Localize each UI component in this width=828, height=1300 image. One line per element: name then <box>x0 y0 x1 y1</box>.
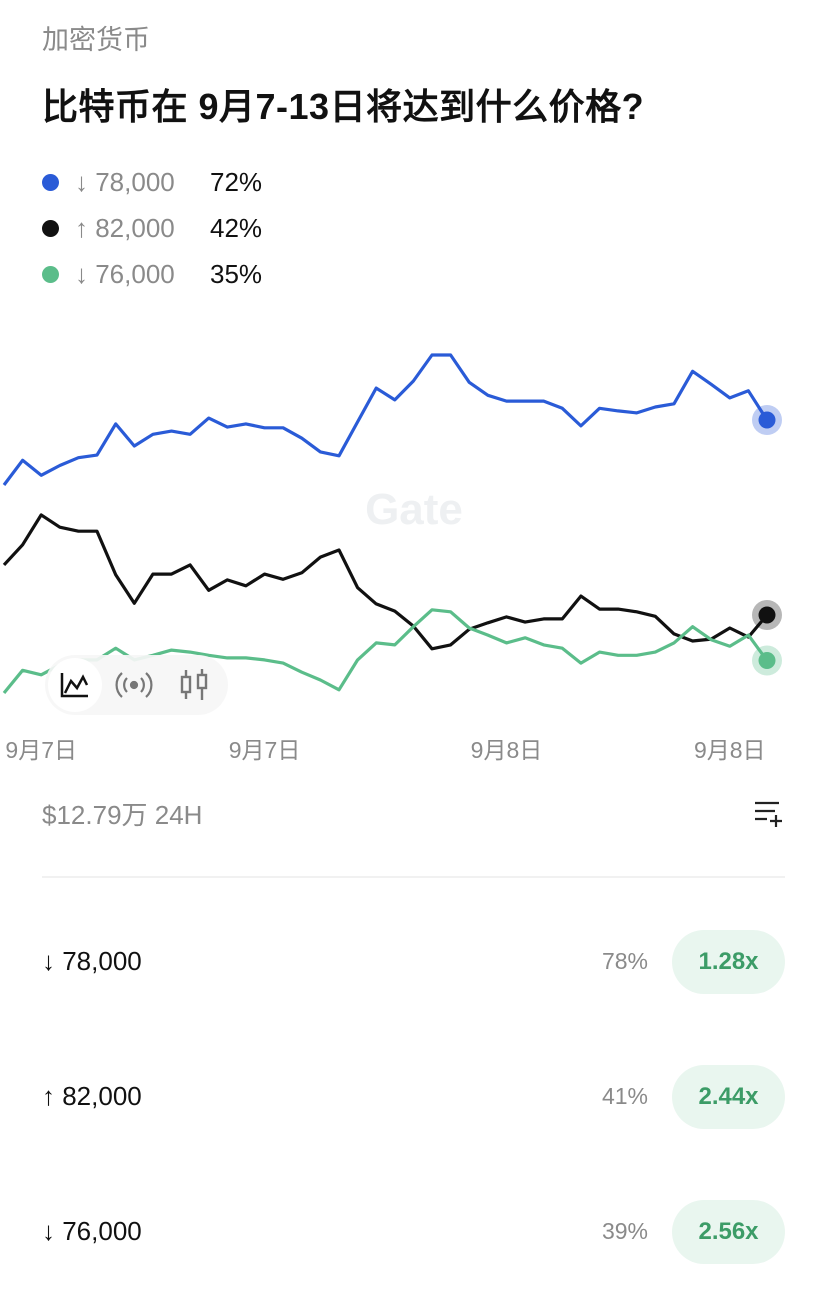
x-tick-label: 9月8日 <box>471 737 543 763</box>
payout-button[interactable]: 2.44x <box>672 1065 785 1129</box>
outcome-label: ↓ 78,000 <box>42 946 142 976</box>
legend-value: 35% <box>210 258 263 289</box>
market-title: 比特币在 9月7-13日将达到什么价格? <box>42 86 645 127</box>
payout-button[interactable]: 1.28x <box>672 930 785 994</box>
legend-item: ↓ 78,000 72% <box>42 162 262 202</box>
line-chart-icon <box>60 673 89 698</box>
outcome-label: ↑ 82,000 <box>42 1081 142 1111</box>
legend-dot <box>42 219 59 237</box>
legend-item: ↑ 82,000 42% <box>42 208 262 248</box>
x-axis: 9月7日 9月7日 9月8日 9月8日 <box>5 737 765 763</box>
payout-button[interactable]: 2.56x <box>672 1200 785 1264</box>
watermark: Gate <box>365 485 463 534</box>
legend-dot <box>42 265 59 283</box>
outcome-percent: 39% <box>601 1218 648 1244</box>
toolbar-icons <box>48 658 208 712</box>
category: 加密货币 <box>42 25 150 55</box>
x-tick-label: 9月8日 <box>694 737 766 763</box>
chart: Gate 9月7日 9月7日 9月8日 9月8日 <box>2 353 782 763</box>
end-dot <box>758 606 776 624</box>
live-button[interactable] <box>115 672 153 698</box>
legend-name: ↑ 82,000 <box>75 212 175 243</box>
legend-name: ↓ 78,000 <box>75 166 175 197</box>
series-line <box>2 353 769 486</box>
chart-toolbar <box>45 655 228 715</box>
volume: $12.79万 24H <box>42 800 203 830</box>
x-tick-label: 9月7日 <box>229 737 301 763</box>
legend-name: ↓ 76,000 <box>75 258 175 289</box>
series-line <box>2 513 769 651</box>
end-dot <box>758 652 776 669</box>
legend-item: ↓ 76,000 35% <box>42 254 262 294</box>
candlestick-button[interactable] <box>180 669 208 700</box>
end-dot <box>758 411 776 429</box>
lines <box>2 353 782 695</box>
legend-value: 72% <box>210 166 263 197</box>
legend-value: 42% <box>210 212 263 243</box>
outcome-label: ↓ 76,000 <box>42 1216 142 1246</box>
x-tick-label: 9月7日 <box>5 737 77 763</box>
outcome-percent: 78% <box>601 948 648 974</box>
legend-dot <box>42 173 59 191</box>
divider <box>42 876 785 878</box>
add-list-button[interactable] <box>752 798 786 828</box>
outcome-percent: 41% <box>601 1083 648 1109</box>
